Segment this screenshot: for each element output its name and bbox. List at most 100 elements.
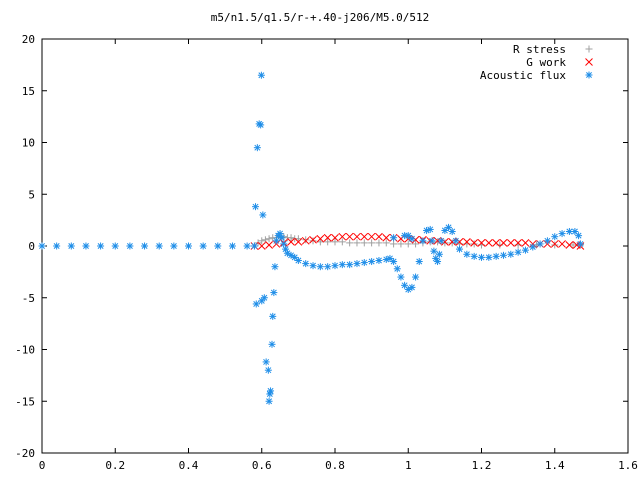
axes: 0 0.2 0.4 0.6 0.8 1 1.2 1.4 1.6 -20 -15 -10 -5 0 5 10 15… [15, 33, 638, 472]
data-point [485, 253, 493, 261]
data-point [324, 263, 332, 271]
data-point [390, 240, 398, 248]
data-point [470, 252, 478, 260]
data-point [338, 238, 346, 246]
data-point [428, 237, 436, 245]
legend-label: Acoustic flux [480, 69, 566, 82]
data-point [214, 242, 222, 250]
data-point [260, 294, 268, 302]
data-point [390, 234, 398, 242]
y-tick-label: 15 [22, 85, 35, 98]
data-point [316, 238, 324, 246]
data-point [270, 289, 278, 297]
data-point [575, 232, 583, 240]
data-point [331, 233, 339, 242]
data-point [506, 239, 515, 247]
data-point [499, 251, 507, 259]
data-point [551, 241, 559, 249]
data-point [338, 261, 346, 269]
data-point [283, 249, 291, 257]
data-point [185, 242, 192, 250]
legend-label: G work [526, 56, 566, 69]
data-point [390, 258, 398, 266]
data-point [499, 239, 508, 247]
data-point [309, 235, 317, 244]
legend-label: R stress [513, 43, 566, 56]
data-point [302, 260, 310, 268]
data-point [257, 242, 266, 250]
data-point [268, 340, 276, 348]
data-point [441, 239, 449, 247]
data-point [426, 225, 434, 233]
data-point [448, 239, 456, 247]
data-point [228, 242, 236, 250]
data-point [111, 242, 119, 250]
data-point [271, 263, 279, 271]
data-point [294, 238, 303, 246]
x-tick-label: 0.6 [252, 459, 272, 472]
data-point [265, 241, 273, 249]
data-point [265, 397, 273, 405]
legend-marker [585, 45, 593, 53]
x-tick-label: 1 [405, 459, 412, 472]
data-point [345, 232, 354, 241]
data-point [368, 258, 376, 266]
data-point [536, 240, 544, 248]
data-point [412, 273, 420, 281]
data-point [382, 233, 391, 242]
data-point [415, 258, 423, 266]
data-point [294, 256, 302, 264]
data-point [521, 239, 530, 247]
data-point [155, 242, 163, 250]
y-tick-label: 5 [28, 188, 35, 201]
data-point [294, 235, 302, 243]
chart-title: m5/n1.5/q1.5/r-+.40-j206/M5.0/512 [211, 11, 430, 24]
x-tick-label: 1.4 [545, 459, 565, 472]
data-point [67, 242, 75, 250]
data-point [484, 239, 493, 247]
data-point [456, 245, 464, 253]
data-point [397, 240, 405, 248]
data-point [437, 237, 445, 245]
data-point [435, 250, 443, 258]
data-point [514, 248, 522, 256]
data-point [448, 228, 456, 236]
data-point [280, 240, 288, 248]
y-tick-label: -10 [15, 344, 35, 357]
data-point [558, 240, 566, 248]
data-point [408, 235, 416, 243]
data-point [375, 239, 383, 247]
data-point [576, 240, 584, 248]
data-point [252, 203, 260, 211]
data-point [331, 238, 339, 246]
series-layer [38, 71, 585, 405]
data-point [478, 253, 485, 261]
data-point [367, 232, 376, 241]
data-point [360, 239, 368, 247]
data-point [368, 239, 376, 247]
data-point [287, 238, 295, 246]
data-point [558, 230, 566, 238]
data-point [360, 259, 368, 267]
data-point [353, 239, 361, 247]
data-point [404, 240, 412, 248]
data-point [423, 226, 431, 234]
x-tick-label: 0.2 [105, 459, 125, 472]
data-point [126, 242, 134, 250]
data-point [331, 262, 339, 270]
data-point [565, 241, 574, 249]
data-point [492, 252, 500, 260]
data-point [551, 233, 559, 241]
x-tick-label: 0.8 [325, 459, 345, 472]
data-point [38, 242, 46, 250]
data-point [346, 239, 354, 247]
data-point [569, 241, 577, 249]
data-point [309, 237, 317, 245]
data-point [496, 241, 504, 249]
data-point [323, 233, 332, 242]
data-point [267, 387, 275, 395]
data-point [477, 239, 486, 247]
legend-marker [585, 71, 593, 79]
data-point [272, 237, 280, 245]
